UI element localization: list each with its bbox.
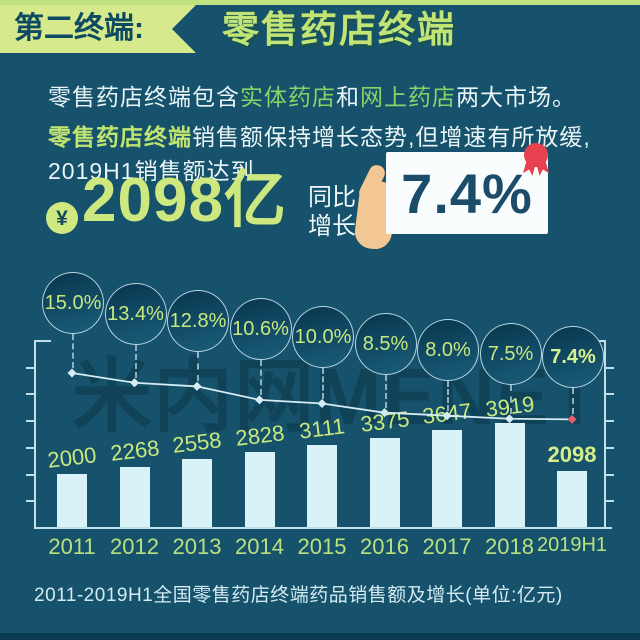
growth-bubble: 13.4% bbox=[104, 283, 167, 345]
growth-rate-card: 7.4% bbox=[386, 152, 548, 234]
x-tick-label: 2017 bbox=[422, 534, 472, 559]
x-tick-label: 2013 bbox=[172, 534, 222, 559]
yoy-label: 同比 增长 bbox=[308, 183, 356, 241]
award-ribbon-icon bbox=[524, 143, 548, 167]
intro-text: 销售额保持增长态势,但增速有所放缓, bbox=[192, 124, 591, 150]
bubble-connector bbox=[322, 368, 324, 399]
bubble-connector bbox=[259, 360, 262, 395]
bubble-connector bbox=[72, 334, 74, 368]
top-edge-strip bbox=[0, 0, 640, 5]
bar bbox=[244, 452, 275, 527]
yoy-label-line2: 增长 bbox=[308, 213, 356, 240]
growth-bubble-value: 10.0% bbox=[294, 325, 352, 348]
y-axis-left-line bbox=[34, 340, 36, 527]
x-tick-label: 2019H1 bbox=[536, 534, 608, 556]
y-axis-right-tick bbox=[606, 446, 614, 449]
growth-bubble-value: 10.6% bbox=[232, 317, 289, 340]
bubble-connector bbox=[134, 345, 137, 378]
growth-bubble-value: 8.0% bbox=[425, 338, 471, 361]
intro-accent-online-pharmacy: 网上药店 bbox=[360, 84, 456, 110]
x-tick-label: 2016 bbox=[360, 534, 409, 559]
growth-bubble-value: 7.4% bbox=[550, 345, 596, 368]
intro-line-3: 2019H1销售额达到 bbox=[48, 158, 255, 184]
bar bbox=[119, 467, 150, 527]
y-axis-left-tick bbox=[26, 393, 34, 396]
intro-accent-physical-pharmacy: 实体药店 bbox=[240, 84, 336, 110]
growth-bubble-value: 8.5% bbox=[362, 332, 409, 355]
growth-bubble-value: 12.8% bbox=[169, 309, 227, 332]
intro-text: 两大市场。 bbox=[456, 84, 576, 110]
section-badge: 第二终端: bbox=[0, 5, 196, 53]
bar bbox=[557, 471, 587, 527]
y-axis-right-tick bbox=[606, 473, 614, 476]
y-axis-right-tick bbox=[606, 393, 614, 396]
y-axis-left-tick bbox=[26, 500, 34, 503]
intro-text: 零售药店终端包含 bbox=[48, 84, 240, 110]
growth-rate-value: 7.4% bbox=[401, 161, 533, 225]
x-tick-label: 2014 bbox=[235, 534, 284, 559]
bubble-connector bbox=[572, 388, 574, 415]
y-axis-left-tick bbox=[26, 366, 34, 369]
sales-amount: 2098亿 bbox=[82, 166, 287, 235]
yoy-label-line1: 同比 bbox=[308, 184, 356, 211]
growth-bubble-value: 15.0% bbox=[44, 291, 102, 314]
x-axis-line bbox=[34, 527, 612, 529]
growth-bubble-value: 13.4% bbox=[107, 302, 164, 325]
y-axis-left-tick bbox=[26, 473, 34, 476]
intro-line-1: 零售药店终端包含实体药店和网上药店两大市场。 bbox=[48, 78, 576, 112]
growth-bubble: 7.5% bbox=[479, 323, 542, 385]
y-axis-left-tick bbox=[26, 446, 34, 449]
bar bbox=[307, 445, 337, 527]
intro-line-2: 零售药店终端销售额保持增长态势,但增速有所放缓, bbox=[48, 118, 591, 152]
bar bbox=[369, 438, 400, 527]
growth-bubble: 8.0% bbox=[417, 319, 479, 381]
intro-accent-terminal: 零售药店终端 bbox=[48, 124, 192, 150]
x-tick-label: 2011 bbox=[48, 534, 96, 559]
bar-value-label: 2098 bbox=[547, 442, 597, 467]
bubble-connector bbox=[384, 375, 387, 408]
y-axis-right-line bbox=[604, 340, 606, 527]
yuan-icon: ¥ bbox=[46, 202, 78, 234]
x-tick-label: 2015 bbox=[297, 534, 347, 559]
growth-bubble-value: 7.5% bbox=[487, 342, 534, 365]
section-badge-label: 第二终端: bbox=[14, 12, 144, 45]
y-axis-left-tick bbox=[26, 420, 34, 423]
x-tick-label: 2018 bbox=[485, 534, 534, 559]
growth-bubble: 15.0% bbox=[42, 272, 104, 334]
intro-text: 和 bbox=[336, 84, 360, 110]
growth-bubble: 12.8% bbox=[167, 290, 229, 352]
page-title: 零售药店终端 bbox=[222, 9, 456, 50]
bar bbox=[432, 430, 462, 527]
chart-caption: 2011-2019H1全国零售药店终端药品销售额及增长(单位:亿元) bbox=[34, 585, 563, 606]
y-axis-left-corner-tick bbox=[36, 340, 51, 342]
growth-bubble: 7.4% bbox=[542, 326, 604, 388]
growth-bubble: 8.5% bbox=[354, 313, 417, 375]
x-tick-label: 2012 bbox=[110, 534, 159, 559]
bar bbox=[57, 474, 87, 527]
bar bbox=[182, 459, 212, 527]
y-axis-right-tick bbox=[606, 366, 614, 369]
growth-bubble: 10.0% bbox=[292, 306, 354, 368]
bottom-edge-strip bbox=[0, 633, 640, 640]
growth-bubble: 10.6% bbox=[229, 298, 292, 360]
bar bbox=[494, 423, 525, 527]
y-axis-right-tick bbox=[606, 500, 614, 503]
y-axis-right-tick bbox=[606, 420, 614, 423]
bubble-connector bbox=[197, 352, 199, 382]
